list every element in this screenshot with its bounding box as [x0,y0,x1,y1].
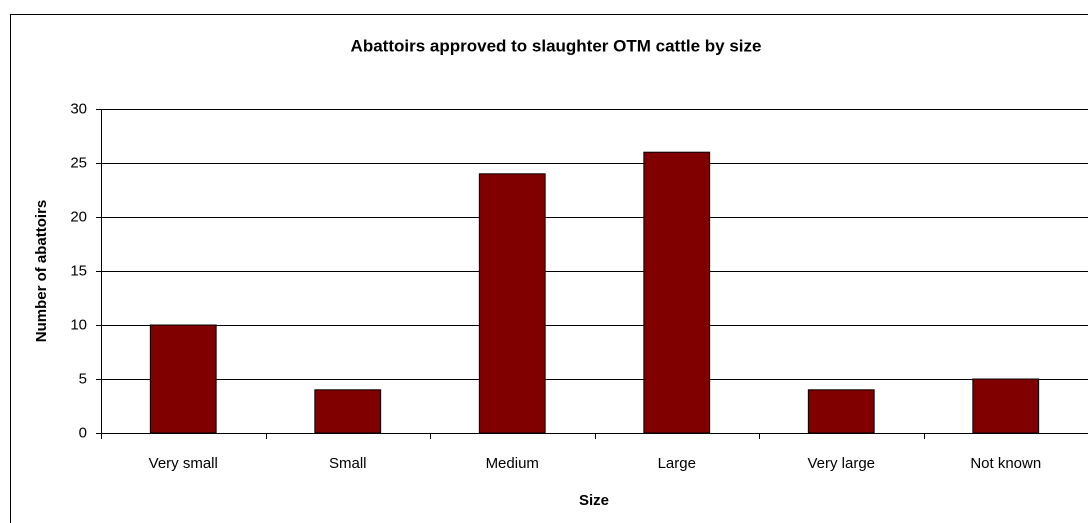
bar [149,324,217,434]
bar [314,389,382,434]
chart-title: Abattoirs approved to slaughter OTM catt… [351,36,762,55]
x-tick-label: Large [658,455,696,472]
y-tick-label: 5 [79,370,87,387]
y-tick-label: 0 [79,424,87,441]
y-tick-label: 25 [70,154,87,171]
chart-frame [10,14,1088,523]
bar [972,378,1040,434]
y-tick-label: 20 [70,208,87,225]
x-tick-label: Very small [149,455,218,472]
x-tick-label: Medium [486,455,539,472]
y-tick-label: 30 [70,100,87,117]
y-tick-label: 10 [70,316,87,333]
bar [643,151,711,434]
x-tick-label: Very large [807,455,875,472]
y-axis-label: Number of abattoirs [33,200,50,343]
y-tick-label: 15 [70,262,87,279]
x-axis-label: Size [579,492,609,509]
x-tick-label: Not known [970,455,1041,472]
bar [478,173,546,434]
bar [807,389,875,434]
x-tick-label: Small [329,455,367,472]
